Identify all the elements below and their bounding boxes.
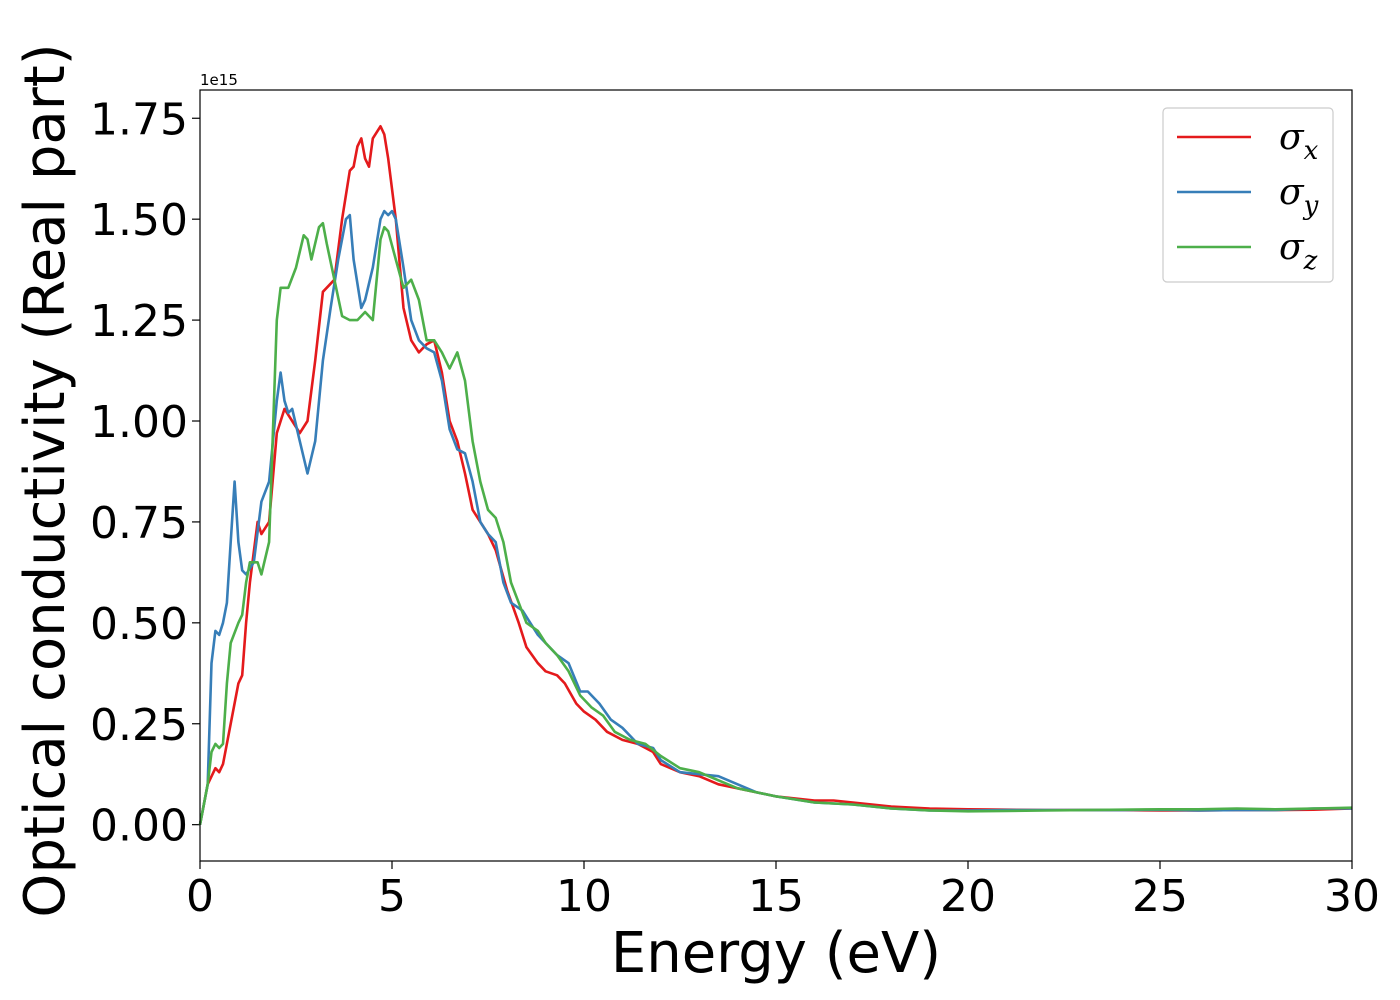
- y-tick-label: 0.00: [90, 801, 188, 852]
- y-tick-label: 1.75: [90, 94, 188, 145]
- y-tick-label: 1.00: [90, 397, 188, 448]
- x-tick-label: 25: [1132, 871, 1188, 922]
- legend-label-x: σx: [1279, 117, 1319, 166]
- x-axis-label: Energy (eV): [611, 921, 941, 986]
- plot-frame: [199, 89, 1353, 862]
- y-tick-label: 0.50: [90, 599, 188, 650]
- y-tick-label: 0.25: [90, 700, 188, 751]
- x-tick-label: 30: [1324, 871, 1380, 922]
- y-tick-label: 1.25: [90, 296, 188, 347]
- y-axis-ticks: 0.00 0.25 0.50 0.75 1.00 1.25 1.50 1.75: [90, 94, 200, 852]
- y-tick-label: 0.75: [90, 498, 188, 549]
- legend-label-z: σz: [1279, 227, 1318, 276]
- x-tick-label: 15: [748, 871, 804, 922]
- y-tick-label: 1.50: [90, 195, 188, 246]
- y-offset-label: 1e15: [200, 71, 238, 89]
- legend: σx σy σz: [1162, 107, 1334, 283]
- series-line-x: [198, 125, 1353, 825]
- x-tick-label: 5: [378, 871, 406, 922]
- series-line-y: [198, 209, 1352, 825]
- legend-label-y: σy: [1279, 172, 1319, 221]
- y-axis-label: Optical conductivity (Real part): [13, 43, 78, 917]
- x-tick-label: 20: [940, 871, 996, 922]
- legend-box: [1162, 107, 1334, 283]
- x-tick-label: 10: [556, 871, 612, 922]
- x-tick-label: 0: [186, 871, 214, 922]
- series-line-z: [198, 221, 1353, 825]
- x-axis-ticks: 0 5 10 15 20 25 30: [186, 861, 1380, 922]
- series-layer: [198, 125, 1353, 825]
